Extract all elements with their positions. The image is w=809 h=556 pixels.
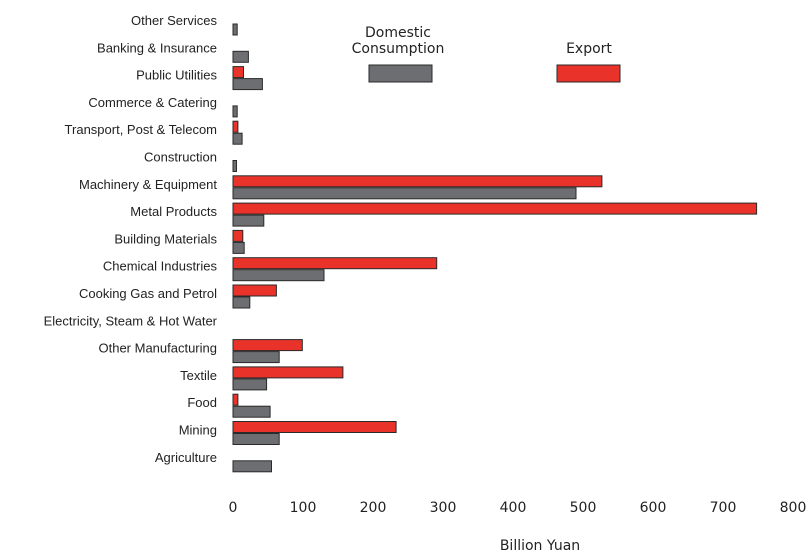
category-label-mining: Mining <box>179 423 217 438</box>
category-label-construction: Construction <box>144 150 217 165</box>
domestic-bar-agriculture <box>232 460 272 473</box>
export-bar-food <box>232 393 239 406</box>
category-label-chemical-industries: Chemical Industries <box>103 259 218 274</box>
x-tick-600: 600 <box>640 500 667 516</box>
export-bar-textile <box>232 366 344 379</box>
x-tick-300: 300 <box>430 500 457 516</box>
category-labels: Other Services Banking & Insurance Public … <box>44 13 218 465</box>
export-bar-other-manufacturing <box>232 339 303 352</box>
legend-label-export: Export <box>566 41 612 57</box>
export-bar-building-materials <box>232 229 244 242</box>
category-label-building-materials: Building Materials <box>114 231 217 246</box>
category-label-banking-insurance: Banking & Insurance <box>97 40 217 55</box>
category-label-agriculture: Agriculture <box>155 450 217 465</box>
category-label-transport-post-telecom: Transport, Post & Telecom <box>65 122 217 137</box>
domestic-bar-transport-post-telecom <box>232 132 243 145</box>
x-tick-labels: 0 100 200 300 400 500 600 700 800 <box>229 500 807 516</box>
domestic-bar-public-utilities <box>232 78 263 91</box>
export-bar-mining <box>232 421 397 433</box>
x-tick-700: 700 <box>710 500 737 516</box>
domestic-bar-construction <box>232 160 237 172</box>
x-tick-200: 200 <box>360 500 387 516</box>
legend-swatch-domestic <box>368 64 433 83</box>
bars-group <box>232 23 758 473</box>
x-tick-0: 0 <box>229 500 238 516</box>
domestic-bar-textile <box>232 378 268 391</box>
domestic-bar-chemical-industries <box>232 269 325 282</box>
x-tick-500: 500 <box>570 500 597 516</box>
export-bar-public-utilities <box>232 66 244 79</box>
x-tick-100: 100 <box>290 500 317 516</box>
domestic-bar-commerce-catering <box>232 105 238 118</box>
category-label-food: Food <box>187 395 217 410</box>
domestic-bar-mining <box>232 433 280 445</box>
category-label-electricity-steam-hot-water: Electricity, Steam & Hot Water <box>44 313 218 328</box>
x-axis-title: Billion Yuan <box>500 538 580 554</box>
domestic-bar-machinery-equipment <box>232 187 577 200</box>
domestic-bar-building-materials <box>232 241 245 254</box>
category-label-textile: Textile <box>180 368 217 383</box>
legend-swatch-export <box>556 64 621 83</box>
export-bar-metal-products <box>232 202 758 215</box>
domestic-bar-cooking-gas-and-petrol <box>232 296 251 309</box>
domestic-bar-banking-insurance <box>232 50 249 63</box>
category-label-commerce-catering: Commerce & Catering <box>88 95 217 110</box>
export-bar-transport-post-telecom <box>232 120 239 133</box>
category-label-public-utilities: Public Utilities <box>136 68 217 83</box>
category-label-other-services: Other Services <box>131 13 217 28</box>
category-label-other-manufacturing: Other Manufacturing <box>98 341 217 356</box>
category-label-cooking-gas-and-petrol: Cooking Gas and Petrol <box>79 286 217 301</box>
domestic-bar-other-services <box>232 23 238 36</box>
legend-label-domestic-line1: Domestic <box>365 25 431 41</box>
export-bar-cooking-gas-and-petrol <box>232 284 277 297</box>
domestic-bar-food <box>232 405 271 418</box>
x-tick-400: 400 <box>500 500 527 516</box>
export-bar-chemical-industries <box>232 257 438 270</box>
export-bar-machinery-equipment <box>232 175 603 188</box>
domestic-bar-other-manufacturing <box>232 351 280 364</box>
x-tick-800: 800 <box>780 500 807 516</box>
domestic-bar-metal-products <box>232 214 265 227</box>
category-label-metal-products: Metal Products <box>130 204 217 219</box>
legend-label-domestic-line2: Consumption <box>352 41 445 57</box>
category-label-machinery-equipment: Machinery & Equipment <box>79 177 217 192</box>
